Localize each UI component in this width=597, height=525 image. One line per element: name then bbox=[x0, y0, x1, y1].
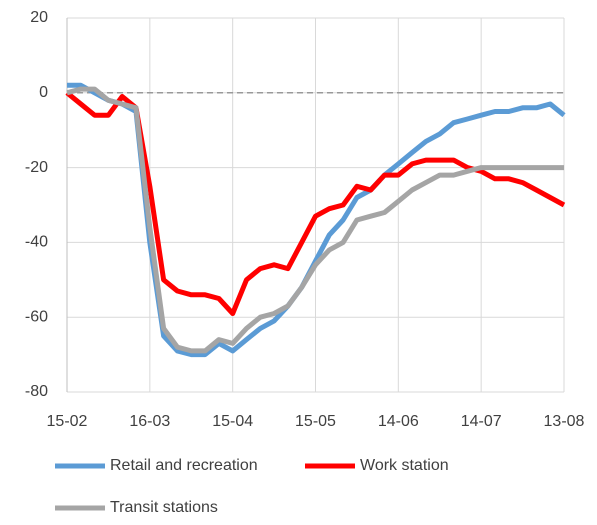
y-tick-label: 20 bbox=[30, 9, 48, 26]
legend-label: Transit stations bbox=[110, 499, 218, 516]
x-tick-label: 14-07 bbox=[461, 413, 502, 430]
y-tick-label: 0 bbox=[39, 84, 48, 101]
legend-label: Retail and recreation bbox=[110, 457, 258, 474]
x-tick-label: 15-02 bbox=[47, 413, 88, 430]
y-tick-label: -40 bbox=[25, 234, 48, 251]
series-line bbox=[65, 90, 566, 316]
series-line bbox=[66, 86, 564, 354]
x-tick-label: 14-06 bbox=[378, 413, 419, 430]
y-tick-label: -80 bbox=[25, 383, 48, 400]
legend-label: Work station bbox=[360, 457, 449, 474]
x-tick-label: 15-05 bbox=[295, 413, 336, 430]
x-tick-label: 15-04 bbox=[212, 413, 253, 430]
y-tick-label: -60 bbox=[25, 308, 48, 325]
y-tick-label: -20 bbox=[25, 159, 48, 176]
x-tick-label: 16-03 bbox=[129, 413, 170, 430]
x-tick-label: 13-08 bbox=[544, 413, 585, 430]
